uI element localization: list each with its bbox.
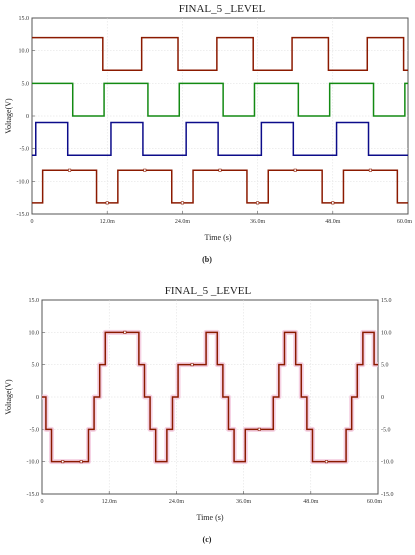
chart-c-ylabel: Voltage(V)	[4, 379, 13, 415]
caption-b: (b)	[202, 255, 212, 264]
y-tick-label-right: -5.0	[381, 427, 391, 433]
series-marker	[68, 168, 72, 172]
chart-b-title: FINAL_5 _LEVEL	[179, 3, 266, 15]
y-tick-label: 0	[36, 395, 39, 401]
chart-b: FINAL_5 _LEVEL 15.0 10.0 5.0 0 -5.0 -10.0 -15.…	[4, 3, 412, 264]
series-marker	[105, 201, 109, 205]
y-tick-label: -15.0	[17, 212, 30, 218]
series-line-1	[42, 331, 378, 463]
series-marker	[257, 427, 261, 431]
y-tick-label: 10.0	[29, 330, 40, 336]
x-tick-label: 48.0m	[325, 219, 341, 225]
caption-c: (c)	[203, 535, 212, 544]
chart-b-ticks: 15.010.05.00-5.0-10.0-15.00 12.0m 24.0m 36.…	[17, 16, 413, 225]
y-tick-label: -15.0	[27, 492, 40, 498]
chart-b-ylabel: Voltage(V)	[4, 98, 13, 134]
series-marker	[293, 168, 297, 172]
x-tick-label: 12.0m	[102, 499, 118, 505]
x-tick-label: 0	[31, 219, 34, 225]
y-tick-label-right: 10.0	[381, 330, 392, 336]
y-tick-label-right: 0	[381, 395, 384, 401]
x-tick-label: 24.0m	[169, 499, 185, 505]
y-tick-label: -10.0	[17, 179, 30, 185]
chart-c-xlabel: Time (s)	[196, 513, 223, 522]
y-tick-label: -5.0	[30, 427, 40, 433]
x-tick-label: 60.0m	[397, 219, 413, 225]
chart-c-series	[42, 329, 378, 465]
y-tick-label: -5.0	[20, 147, 30, 153]
x-tick-label: 60.0m	[367, 499, 383, 505]
series-marker	[324, 460, 328, 464]
y-tick-label: 5.0	[22, 81, 30, 87]
series-marker	[331, 201, 335, 205]
x-tick-label: 48.0m	[303, 499, 319, 505]
x-tick-label: 36.0m	[236, 499, 252, 505]
y-tick-label: 10.0	[19, 49, 30, 55]
series-line-2	[32, 82, 408, 117]
series-marker	[123, 330, 127, 334]
chart-b-xlabel: Time (s)	[204, 233, 231, 242]
series-line-1	[32, 36, 408, 72]
y-tick-label-right: -10.0	[381, 460, 394, 466]
y-tick-label: -10.0	[27, 460, 40, 466]
x-tick-label: 0	[41, 499, 44, 505]
series-marker	[61, 460, 65, 464]
series-marker	[218, 168, 222, 172]
series-marker	[180, 201, 184, 205]
y-tick-label-right: 15.0	[381, 298, 392, 304]
chart-b-series	[32, 36, 408, 205]
chart-c: FINAL_5 _LEVEL 15.0 15.010.0 10.05.0 5.00 0-…	[4, 285, 394, 544]
chart-c-title: FINAL_5 _LEVEL	[165, 285, 252, 297]
y-tick-label: 5.0	[32, 363, 40, 369]
series-line-3	[32, 121, 408, 156]
series-marker	[368, 168, 372, 172]
y-tick-label: 15.0	[19, 16, 30, 22]
y-tick-label-right: -15.0	[381, 492, 394, 498]
y-tick-label: 0	[26, 114, 29, 120]
series-marker	[143, 168, 147, 172]
series-marker	[190, 363, 194, 367]
series-marker	[79, 460, 83, 464]
x-tick-label: 36.0m	[250, 219, 266, 225]
y-tick-label-right: 5.0	[381, 363, 389, 369]
series-marker	[256, 201, 260, 205]
y-tick-label: 15.0	[29, 298, 40, 304]
chart-c-ticks: 15.0 15.0 10.0 10.0 5.0 5.0 0 0 -5.0 -5.0 -10.0 -10…	[27, 298, 394, 505]
x-tick-label: 24.0m	[175, 219, 191, 225]
x-tick-label: 12.0m	[100, 219, 116, 225]
